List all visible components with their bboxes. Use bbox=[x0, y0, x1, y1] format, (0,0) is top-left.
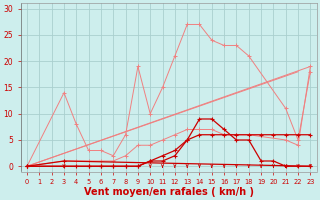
X-axis label: Vent moyen/en rafales ( km/h ): Vent moyen/en rafales ( km/h ) bbox=[84, 187, 254, 197]
